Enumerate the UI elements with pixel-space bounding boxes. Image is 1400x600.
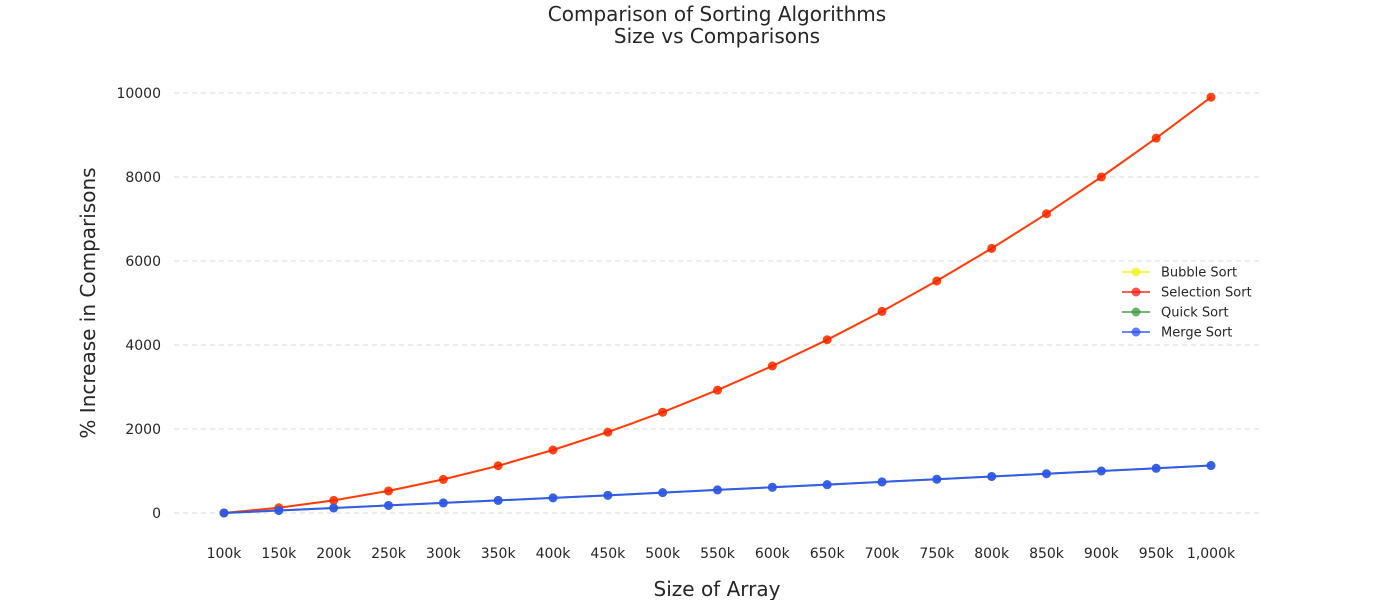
x-tick-label: 750k [919, 546, 955, 562]
data-point [1151, 463, 1161, 473]
data-point [274, 505, 284, 515]
x-tick-label: 300k [426, 546, 462, 562]
data-point [767, 361, 777, 371]
data-point [932, 276, 942, 286]
data-point [932, 474, 942, 484]
x-tick-label: 850k [1029, 546, 1065, 562]
y-axis-label: % Increase in Comparisons [76, 167, 100, 438]
series-line [223, 96, 1212, 514]
data-point [822, 480, 832, 490]
data-point [384, 486, 393, 496]
legend-item: Quick Sort [1122, 306, 1229, 321]
x-tick-label: 150k [261, 546, 297, 562]
data-point [987, 471, 997, 481]
data-point [384, 500, 393, 510]
legend-marker [1131, 307, 1141, 317]
data-point [493, 495, 503, 505]
series-merge-sort [219, 461, 1216, 518]
legend-label: Quick Sort [1161, 306, 1229, 321]
data-point [877, 477, 887, 487]
gridlines [174, 92, 1260, 514]
y-tick-label: 2000 [125, 422, 161, 438]
data-point [1096, 172, 1106, 182]
data-point [1206, 461, 1216, 471]
data-point [603, 427, 613, 437]
legend-marker [1131, 287, 1141, 297]
x-axis-ticks: 100k 150k 200k 250k 300k 350k 400k 450k 500k 550k… [207, 546, 1236, 562]
legend-label: Bubble Sort [1161, 266, 1237, 281]
legend-marker [1131, 267, 1141, 277]
y-tick-label: 4000 [125, 338, 161, 354]
data-point [1096, 466, 1106, 476]
data-point [713, 485, 722, 495]
data-point [658, 407, 668, 417]
data-point [987, 243, 997, 253]
legend: Bubble Sort Selection Sort Quick Sort Merge… [1122, 266, 1252, 341]
x-tick-label: 100k [207, 546, 243, 562]
chart-title: Comparison of Sorting Algorithms [548, 2, 886, 26]
chart-subtitle: Size vs Comparisons [614, 24, 820, 48]
y-axis-ticks: 0 2000 4000 6000 8000 10000 [116, 86, 161, 522]
data-point [713, 385, 722, 395]
series-bubble-sort [219, 92, 1216, 518]
data-point [877, 306, 887, 316]
legend-item: Merge Sort [1122, 326, 1232, 341]
x-tick-label: 600k [755, 546, 791, 562]
x-tick-label: 500k [645, 546, 681, 562]
x-tick-label: 450k [590, 546, 626, 562]
x-tick-label: 200k [316, 546, 352, 562]
x-axis-label: Size of Array [654, 577, 781, 600]
data-point [329, 503, 339, 513]
data-point [822, 335, 832, 345]
legend-marker [1131, 327, 1141, 337]
y-tick-label: 10000 [116, 86, 161, 102]
y-tick-label: 8000 [125, 170, 161, 186]
x-tick-label: 950k [1139, 546, 1175, 562]
series-line [223, 96, 1212, 514]
data-point [493, 461, 503, 471]
data-point [219, 508, 229, 518]
data-point [1151, 133, 1161, 143]
x-tick-label: 900k [1084, 546, 1120, 562]
data-point [438, 474, 448, 484]
data-point [329, 495, 339, 505]
data-point [548, 445, 558, 455]
legend-label: Selection Sort [1161, 286, 1252, 301]
data-point [603, 490, 613, 500]
x-tick-label: 800k [974, 546, 1010, 562]
series-selection-sort [219, 92, 1216, 518]
data-point [1042, 469, 1051, 479]
data-point [658, 488, 668, 498]
x-tick-label: 1,000k [1187, 546, 1236, 562]
data-point [1206, 92, 1216, 102]
x-tick-label: 700k [865, 546, 901, 562]
x-tick-label: 650k [810, 546, 846, 562]
data-point [1042, 209, 1051, 219]
x-tick-label: 250k [371, 546, 407, 562]
data-point [438, 498, 448, 508]
y-tick-label: 6000 [125, 254, 161, 270]
x-tick-label: 550k [700, 546, 736, 562]
y-tick-label: 0 [152, 506, 161, 522]
x-tick-label: 350k [481, 546, 517, 562]
data-point [548, 493, 558, 503]
legend-label: Merge Sort [1161, 326, 1232, 341]
x-tick-label: 400k [536, 546, 572, 562]
series-layer [219, 92, 1216, 518]
data-point [767, 482, 777, 492]
chart-title-group: Comparison of Sorting Algorithms Size vs… [548, 2, 886, 48]
legend-item: Selection Sort [1122, 286, 1252, 301]
legend-item: Bubble Sort [1122, 266, 1237, 281]
